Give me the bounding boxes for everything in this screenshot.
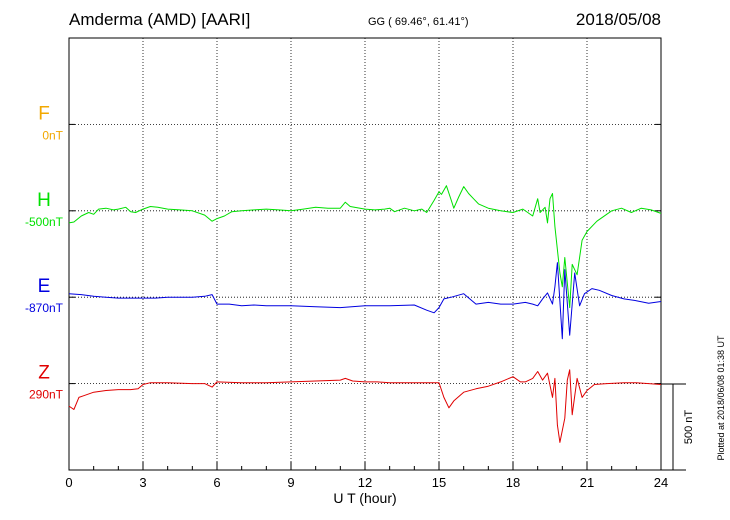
x-tick-label: 3: [139, 475, 146, 490]
series-name-f: F: [38, 103, 50, 124]
series-baseline-e: -870nT: [25, 301, 64, 315]
axis-ticks: 0 3 6 9 12 15 18 21 24: [65, 123, 668, 490]
series-name-e: E: [38, 276, 51, 297]
series-labels: F 0nT H -500nT E -870nT Z 290nT: [25, 103, 64, 401]
station-title: Amderma (AMD) [AARI]: [69, 10, 250, 29]
x-axis-title: U T (hour): [333, 490, 396, 506]
series-line-h: [68, 185, 662, 309]
series-lines: [68, 185, 662, 443]
chart-date: 2018/05/08: [576, 10, 661, 29]
series-name-h: H: [37, 190, 51, 211]
series-baseline-z: 290nT: [29, 388, 64, 402]
plotted-timestamp: Plotted at 2018/06/08 01:38 UT: [716, 335, 726, 461]
x-tick-label: 21: [580, 475, 594, 490]
x-tick-label: 12: [358, 475, 372, 490]
scale-bar-label: 500 nT: [683, 410, 695, 445]
x-tick-label: 24: [654, 475, 668, 490]
grid-lines: [69, 38, 661, 470]
series-baseline-f: 0nT: [42, 128, 63, 142]
station-coordinates: GG ( 69.46°, 61.41°): [368, 16, 469, 28]
x-tick-label: 0: [65, 475, 72, 490]
series-line-e: [68, 262, 662, 340]
scale-bar: 500 nT: [661, 383, 695, 471]
x-tick-label: 18: [506, 475, 520, 490]
x-tick-label: 9: [287, 475, 294, 490]
x-tick-label: 6: [213, 475, 220, 490]
x-tick-label: 15: [432, 475, 446, 490]
series-line-z: [68, 369, 662, 443]
series-name-z: Z: [38, 363, 50, 384]
series-baseline-h: -500nT: [25, 215, 64, 229]
